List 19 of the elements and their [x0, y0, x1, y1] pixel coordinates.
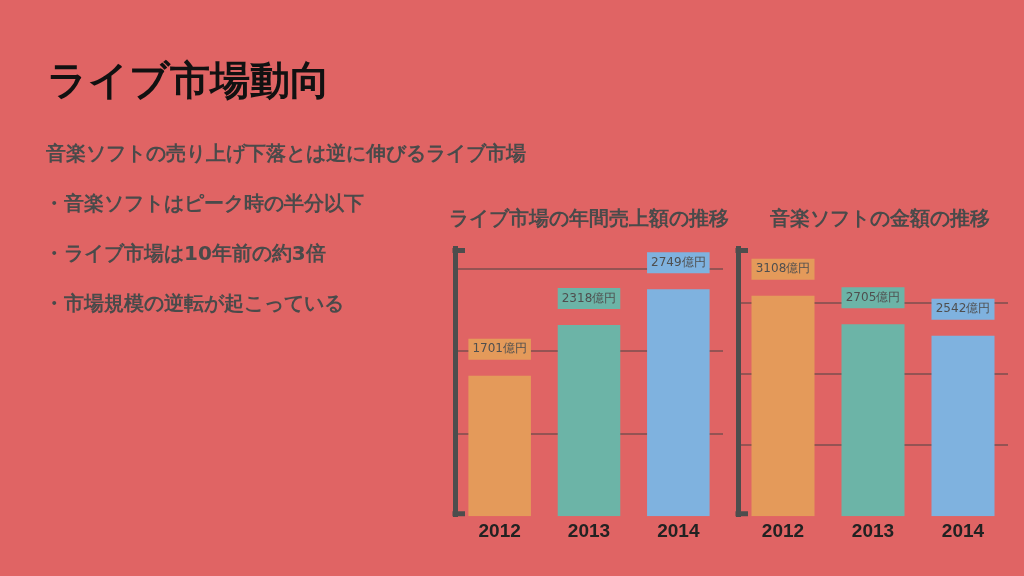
text: ・ライブ市場は10年前の約3倍 [44, 241, 326, 265]
data-label: 2749億円 [651, 254, 706, 269]
x-tick-label: 2013 [567, 519, 611, 541]
x-tick-label: 2013 [851, 519, 895, 541]
chart-title: 音楽ソフトの金額の推移 [770, 206, 990, 230]
x-tick-label: 2014 [941, 519, 985, 541]
x-tick-label: 2014 [657, 519, 700, 541]
text: ・音楽ソフトはピーク時の半分以下 [44, 191, 364, 215]
text: ・市場規模の逆転が起こっている [44, 291, 344, 315]
data-label: 2705億円 [845, 289, 901, 304]
chart-title: ライブ市場の年間売上額の推移 [448, 206, 730, 230]
data-label: 2542億円 [935, 301, 991, 316]
data-label: 1701億円 [472, 341, 527, 356]
data-label: 2318億円 [561, 290, 617, 305]
x-tick-label: 2012 [478, 519, 521, 541]
text: 音楽ソフトの売り上げ下落とは逆に伸びるライブ市場 [46, 141, 526, 165]
data-label: 3108億円 [755, 261, 811, 276]
text: ライブ市場動向 [47, 57, 330, 103]
x-tick-label: 2012 [761, 519, 805, 541]
